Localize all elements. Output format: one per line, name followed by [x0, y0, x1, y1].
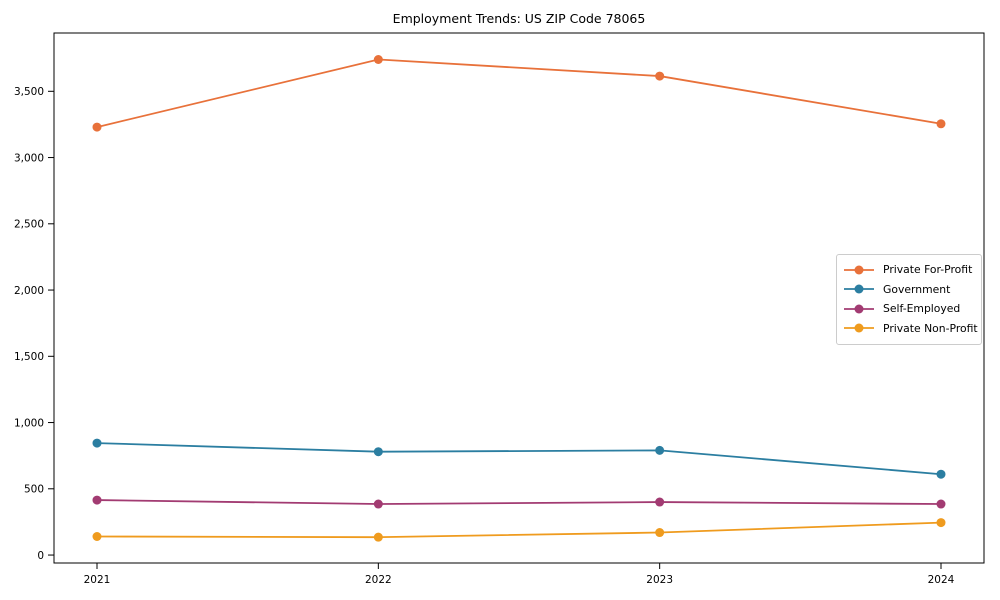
series-line-private-non-profit [96, 521, 942, 539]
data-point [936, 469, 946, 479]
data-point [92, 495, 102, 505]
data-point [936, 518, 946, 528]
data-point [936, 119, 946, 129]
legend-label: Private For-Profit [883, 263, 973, 277]
y-axis-tick-label: 1,500 [14, 351, 44, 363]
series-line-private-for-profit [96, 58, 942, 128]
y-axis-tick-label: 3,000 [14, 152, 44, 164]
legend-item: Private Non-Profit [844, 319, 978, 339]
legend-label: Government [883, 282, 951, 296]
data-point [92, 438, 102, 448]
x-axis-tick-label: 2023 [646, 574, 673, 586]
series-line-government [96, 442, 942, 476]
data-point [373, 499, 383, 509]
legend-item: Government [844, 280, 974, 300]
legend: Private For-Profit Government Self-Employe… [836, 254, 982, 345]
data-point [655, 71, 665, 81]
data-point [92, 122, 102, 132]
series-line-self-employed [96, 499, 942, 505]
data-point [936, 499, 946, 509]
legend-label: Private Non-Profit [883, 321, 978, 335]
data-point [655, 528, 665, 538]
plot-frame [53, 32, 985, 564]
x-axis-tick-label: 2024 [928, 574, 955, 586]
legend-label: Self-Employed [883, 302, 961, 316]
data-point [92, 532, 102, 541]
legend-line-marker-icon [844, 265, 874, 275]
data-point [655, 497, 665, 507]
chart-title: Employment Trends: US ZIP Code 78065 [392, 11, 646, 26]
legend-line-marker-icon [844, 284, 874, 294]
data-point [373, 447, 383, 457]
legend-item: Self-Employed [844, 299, 974, 319]
data-point [655, 445, 665, 455]
y-axis-tick-label: 3,500 [14, 86, 44, 98]
y-axis-tick-label: 2,000 [14, 285, 44, 297]
legend-line-marker-icon [844, 304, 874, 314]
data-point [373, 55, 383, 64]
x-axis-tick-label: 2021 [84, 574, 111, 586]
y-axis-tick-label: 500 [24, 484, 44, 496]
y-axis-tick-label: 0 [37, 550, 44, 562]
y-axis-tick-label: 1,000 [14, 417, 44, 429]
y-axis-tick-label: 2,500 [14, 219, 44, 231]
data-point [373, 532, 383, 542]
x-axis-tick-label: 2022 [365, 574, 392, 586]
legend-item: Private For-Profit [844, 260, 974, 280]
legend-line-marker-icon [844, 323, 874, 333]
